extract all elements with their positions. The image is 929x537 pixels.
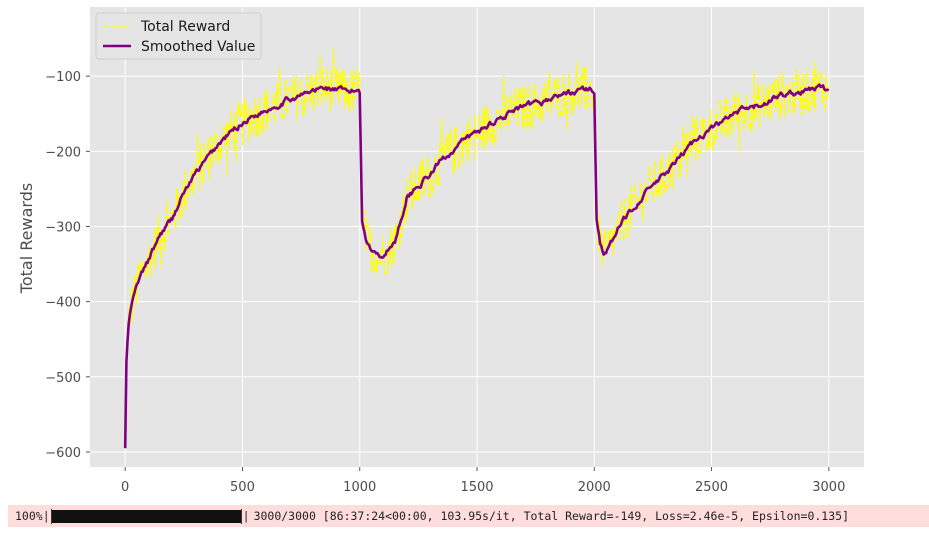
smoothed-value-series <box>123 83 830 449</box>
y-tick-label: −300 <box>45 220 81 235</box>
progress-bar-end: | <box>242 509 250 523</box>
x-tick-label: 2500 <box>695 480 728 495</box>
y-tick-label: −500 <box>45 371 81 386</box>
y-axis-ticks: −600 −500 −400 −300 −200 −100 <box>45 70 90 461</box>
y-tick-label: −100 <box>45 70 81 85</box>
grid-lines <box>90 7 864 467</box>
y-tick-label: −400 <box>45 296 81 311</box>
progress-fill <box>51 509 241 523</box>
total-reward-series <box>124 46 830 447</box>
x-tick-label: 2000 <box>578 480 611 495</box>
x-tick-label: 500 <box>230 480 255 495</box>
x-tick-label: 3000 <box>812 480 845 495</box>
x-axis-ticks: 0 500 1000 1500 2000 2500 3000 <box>121 467 845 495</box>
legend: Total Reward Smoothed Value <box>95 12 262 60</box>
legend-total-reward-label: Total Reward <box>140 19 230 35</box>
x-tick-label: 0 <box>121 480 129 495</box>
progress-track <box>50 508 242 524</box>
progress-percent: 100%| <box>15 509 50 523</box>
y-tick-label: −600 <box>45 446 81 461</box>
legend-smoothed-value-label: Smoothed Value <box>141 39 255 55</box>
progress-status-bar: 100%| | 3000/3000 [86:37:24<00:00, 103.9… <box>8 505 929 527</box>
y-axis-title: Total Rewards <box>17 183 36 294</box>
x-tick-label: 1500 <box>460 480 493 495</box>
reward-chart: 0 500 1000 1500 2000 2500 3000 −600 −500 −400 −30… <box>17 7 864 495</box>
progress-status-text: 3000/3000 [86:37:24<00:00, 103.95s/it, T… <box>253 509 849 523</box>
smoothed-value-line <box>123 83 830 449</box>
total-reward-line <box>124 46 830 447</box>
legend-box <box>95 12 262 60</box>
x-tick-label: 1000 <box>343 480 376 495</box>
y-tick-label: −200 <box>45 145 81 160</box>
